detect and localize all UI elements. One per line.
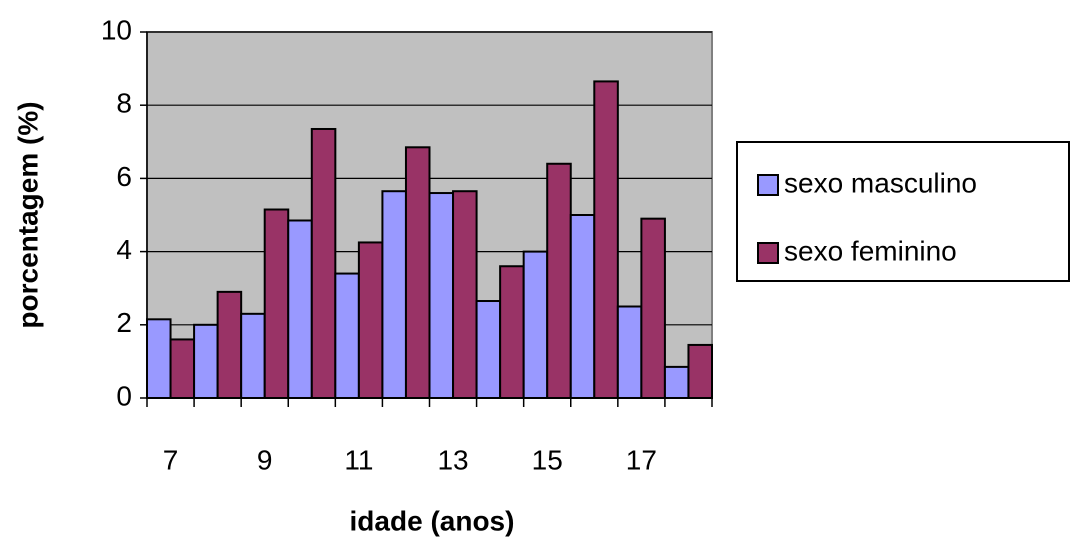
legend-box xyxy=(736,141,1070,282)
bar xyxy=(404,146,431,399)
y-tick-label: 4 xyxy=(116,234,132,265)
x-tick-label: 13 xyxy=(437,444,468,475)
legend-label: sexo masculino xyxy=(784,167,977,198)
bar xyxy=(475,300,502,400)
legend-label: sexo feminino xyxy=(784,235,957,266)
bar xyxy=(687,343,713,399)
x-tick-label: 17 xyxy=(626,444,657,475)
bar xyxy=(499,265,525,399)
bar xyxy=(240,312,266,400)
y-tick-label: 8 xyxy=(116,88,132,119)
bar xyxy=(569,214,596,399)
bar xyxy=(193,323,219,399)
bar xyxy=(357,241,384,399)
bar xyxy=(169,338,196,400)
bar xyxy=(640,217,666,399)
bar xyxy=(428,192,455,399)
y-tick-label: 0 xyxy=(116,380,132,411)
x-tick-label: 9 xyxy=(257,444,273,475)
legend-swatch xyxy=(757,174,779,196)
bar xyxy=(546,162,572,399)
bar xyxy=(452,190,478,399)
bar xyxy=(146,318,172,399)
bar xyxy=(616,305,643,399)
bar xyxy=(381,190,407,399)
bar xyxy=(310,127,337,400)
y-tick-label: 2 xyxy=(116,307,132,338)
x-tick-label: 7 xyxy=(163,444,179,475)
bar xyxy=(287,219,313,399)
y-tick-label: 6 xyxy=(116,161,132,192)
bar xyxy=(663,365,690,400)
bar xyxy=(334,272,360,399)
bar xyxy=(263,208,290,399)
bar xyxy=(216,290,243,399)
bar xyxy=(593,80,619,399)
x-tick-label: 11 xyxy=(344,444,373,475)
bar xyxy=(522,250,549,399)
legend-swatch xyxy=(757,242,779,264)
x-tick-label: 15 xyxy=(532,444,563,475)
x-axis-title: idade (anos) xyxy=(350,505,515,536)
y-axis-title: porcentagem (%) xyxy=(12,101,43,328)
y-tick-label: 10 xyxy=(101,14,132,45)
